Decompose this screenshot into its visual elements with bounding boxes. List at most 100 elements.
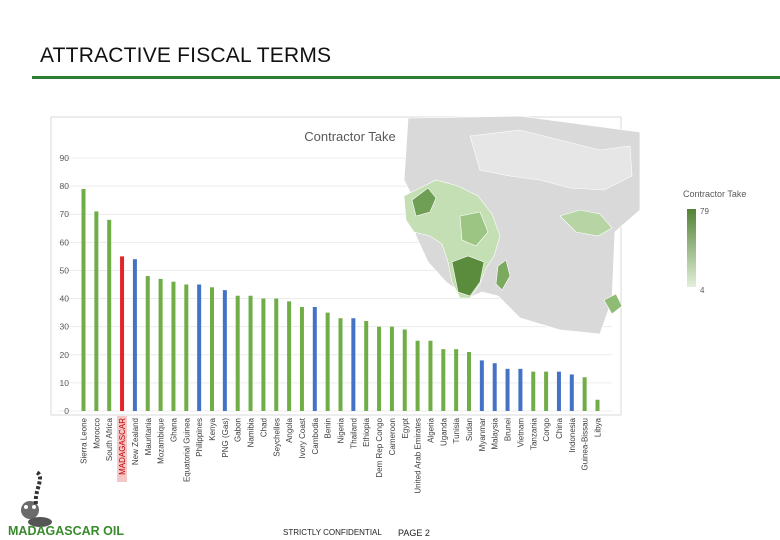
x-tick-label: Mozambique xyxy=(157,417,166,463)
slide-title: ATTRACTIVE FISCAL TERMS xyxy=(40,44,332,67)
x-tick-label: South Africa xyxy=(105,417,114,461)
bar-equatorial-guinea xyxy=(184,284,189,411)
page-number: PAGE 2 xyxy=(398,528,430,538)
bar-cambodia xyxy=(312,306,317,411)
x-tick-label: Cameroon xyxy=(388,418,397,455)
x-tick-label: Uganda xyxy=(439,417,448,446)
y-tick-label: 80 xyxy=(60,181,70,191)
y-tick-label: 30 xyxy=(60,322,70,332)
bar-tunisia xyxy=(454,349,459,411)
bar-united-arab-emirates xyxy=(415,340,420,411)
map-morocco xyxy=(411,187,437,217)
x-tick-label: Myanmar xyxy=(478,418,487,452)
world-map-inset: Contractor Take 79 4 xyxy=(403,115,766,335)
x-tick-label: Brunei xyxy=(504,418,513,441)
x-tick-label: Sudan xyxy=(465,418,474,441)
x-tick-label: Indonesia xyxy=(568,417,577,452)
bar-gabon xyxy=(235,295,240,411)
y-tick-label: 0 xyxy=(64,406,69,416)
x-axis-labels: Sierra Leone Morocco South Africa MADAGASCA… xyxy=(80,416,603,494)
map-madagascar xyxy=(495,259,511,291)
x-tick-label: Cambodia xyxy=(311,417,320,454)
bar-mozambique xyxy=(158,278,163,411)
y-tick-label: 70 xyxy=(60,209,70,219)
x-tick-label: United Arab Emirates xyxy=(414,418,423,494)
x-tick-label: PNG (Gas) xyxy=(221,418,230,458)
bar-tanzania xyxy=(531,371,536,411)
x-tick-label: Vietnam xyxy=(516,418,525,448)
bar-mauritania xyxy=(145,276,150,411)
y-tick-label: 90 xyxy=(60,153,70,163)
map-legend-title: Contractor Take xyxy=(683,189,746,199)
map-central-africa xyxy=(459,211,489,247)
x-tick-label: Egypt xyxy=(401,417,410,438)
madagascar-oil-logo xyxy=(21,470,52,527)
bar-madagascar xyxy=(120,256,125,411)
x-tick-label: China xyxy=(555,417,564,438)
bar-dem-rep-congo xyxy=(377,326,382,411)
bar-seychelles xyxy=(274,298,279,411)
x-tick-label: Mauritania xyxy=(144,417,153,455)
map-south-africa xyxy=(451,255,485,297)
bar-angola xyxy=(287,301,292,411)
confidential-label: STRICTLY CONFIDENTIAL xyxy=(283,528,382,537)
map-new-zealand xyxy=(603,293,623,315)
bar-brunei xyxy=(505,368,510,411)
bar-indonesia xyxy=(569,374,574,411)
title-rule xyxy=(32,76,780,79)
bar-sierra-leone xyxy=(81,188,86,411)
x-tick-label: Ivory Coast xyxy=(298,417,307,458)
bar-vietnam xyxy=(518,368,523,411)
bar-thailand xyxy=(351,318,356,411)
x-tick-label: Chad xyxy=(259,418,268,437)
bar-philippines xyxy=(197,284,202,411)
x-tick-label: Morocco xyxy=(92,417,101,448)
x-tick-label: Libya xyxy=(594,417,603,437)
bar-benin xyxy=(325,312,330,411)
bar-ethiopia xyxy=(364,321,369,411)
bar-malaysia xyxy=(492,363,497,411)
x-tick-label: Sierra Leone xyxy=(80,417,89,463)
bar-new-zealand xyxy=(132,259,137,411)
bar-china xyxy=(556,371,561,411)
x-tick-label: Namibia xyxy=(247,417,256,447)
x-tick-label: Angola xyxy=(285,417,294,442)
y-tick-label: 60 xyxy=(60,237,70,247)
logo-text: MADAGASCAR OIL xyxy=(8,524,124,538)
x-tick-label: Seychelles xyxy=(272,418,281,457)
x-tick-label: Gabon xyxy=(234,418,243,442)
bar-namibia xyxy=(248,295,253,411)
bar-libya xyxy=(595,399,600,411)
x-tick-label: Equatorial Guinea xyxy=(182,417,191,482)
map-legend-panel xyxy=(654,182,766,304)
x-tick-label: Tanzania xyxy=(529,417,538,450)
x-tick-label: Algeria xyxy=(426,417,435,442)
bar-myanmar xyxy=(479,360,484,411)
bar-png-gas- xyxy=(222,290,227,411)
map-legend-min: 4 xyxy=(700,286,705,295)
map-legend-max: 79 xyxy=(700,207,709,216)
x-tick-label: Kenya xyxy=(208,417,217,440)
x-tick-label: Benin xyxy=(324,418,333,438)
bar-nigeria xyxy=(338,318,343,411)
x-tick-label: MADAGASCAR xyxy=(118,418,127,475)
bar-egypt xyxy=(402,329,407,411)
x-tick-label: Malaysia xyxy=(491,417,500,449)
x-tick-label: Philippines xyxy=(195,418,204,457)
y-tick-label: 10 xyxy=(60,378,70,388)
map-region-asia xyxy=(469,129,633,191)
bar-ivory-coast xyxy=(299,306,304,411)
x-tick-label: Tunisia xyxy=(452,417,461,443)
y-tick-label: 50 xyxy=(60,265,70,275)
bar-cameroon xyxy=(389,326,394,411)
y-axis: 0 10 20 30 40 50 60 70 80 90 xyxy=(60,153,70,416)
bar-south-africa xyxy=(107,219,112,411)
bar-algeria xyxy=(428,340,433,411)
bar-uganda xyxy=(441,349,446,411)
x-tick-label: Nigeria xyxy=(337,417,346,443)
bar-congo xyxy=(544,371,549,411)
bar-sudan xyxy=(467,351,471,411)
highlight-label-background xyxy=(117,416,128,482)
bar-kenya xyxy=(210,287,214,411)
